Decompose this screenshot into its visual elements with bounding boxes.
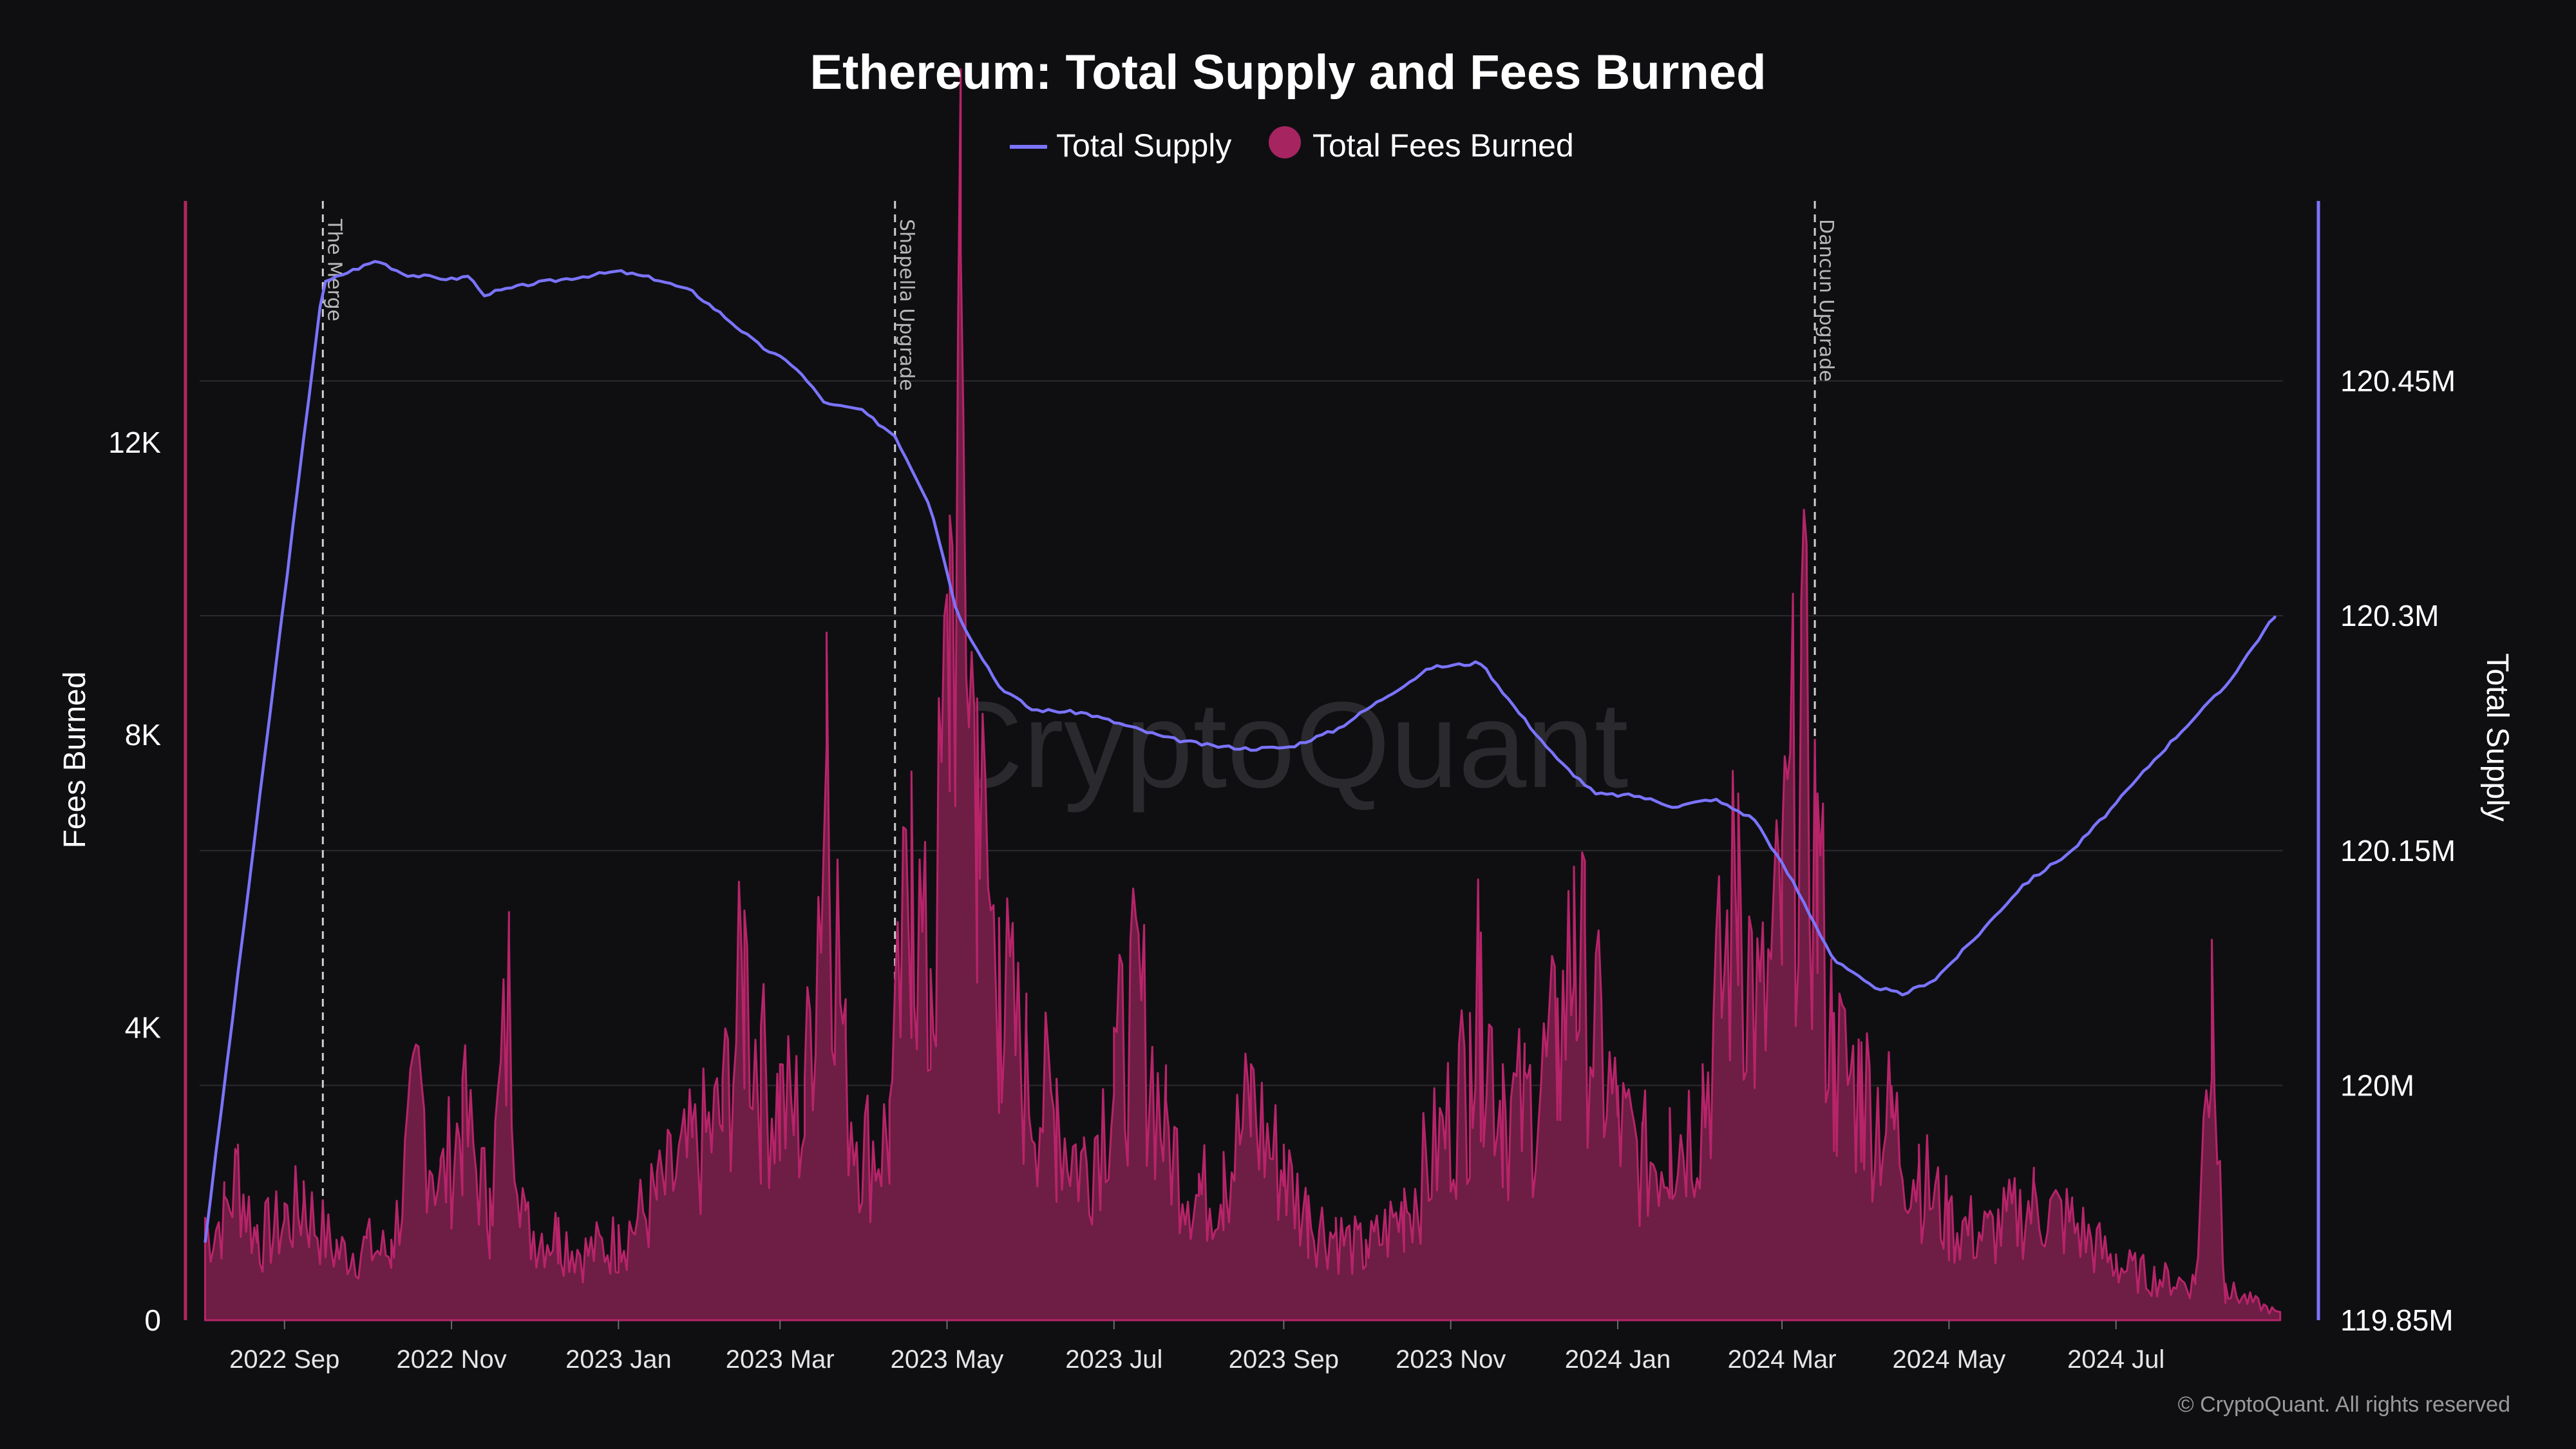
legend-fees-swatch [1269,126,1301,158]
grid [200,380,2283,1086]
x-tick-label: 2024 Jan [1565,1345,1671,1374]
x-tick-label: 2022 Nov [396,1345,506,1374]
x-tick-label: 2023 Jul [1065,1345,1162,1374]
fees-burned-area [204,68,2282,1321]
right-tick-label: 120.3M [2340,599,2439,632]
left-tick-label: 4K [125,1011,162,1045]
x-tick-label: 2023 May [891,1345,1004,1374]
x-tick-label: 2024 Jul [2067,1345,2164,1374]
x-tick-label: 2024 Mar [1728,1345,1837,1374]
right-tick-label: 120.45M [2340,365,2456,398]
right-axis-ticks: 119.85M 120M 120.15M 120.3M 120.45M [2340,365,2456,1337]
legend-supply-label: Total Supply [1056,128,1231,164]
right-tick-label: 120.15M [2340,834,2456,867]
fees-area-layer [204,68,2282,1321]
chart-title: Ethereum: Total Supply and Fees Burned [810,45,1766,100]
event-label: Shapella Upgrade [895,219,918,391]
left-axis-ticks: 0 4K 8K 12K [108,426,161,1337]
x-tick-label: 2022 Sep [229,1345,339,1374]
event-label: Dancun Upgrade [1815,219,1837,382]
event-label: The Merge [323,218,345,321]
x-tick-label: 2024 May [1893,1345,2006,1374]
right-axis-label: Total Supply [2480,653,2514,822]
left-tick-label: 0 [144,1303,161,1337]
x-tick-label: 2023 Mar [726,1345,835,1374]
watermark: CryptoQuant [934,677,1628,813]
copyright-notice: © CryptoQuant. All rights reserved [2178,1392,2510,1417]
x-tick-label: 2023 Jan [565,1345,672,1374]
left-axis-label: Fees Burned [58,672,92,849]
legend-fees-label: Total Fees Burned [1312,128,1574,164]
x-axis-ticks: 2022 Sep 2022 Nov 2023 Jan 2023 Mar 2023 May… [229,1320,2164,1374]
right-tick-label: 120M [2340,1068,2414,1102]
right-tick-label: 119.85M [2340,1303,2454,1337]
x-tick-label: 2023 Sep [1229,1345,1339,1374]
total-supply-line [204,260,2277,1243]
x-tick-label: 2023 Nov [1396,1345,1506,1374]
legend: Total Supply Total Fees Burned [1010,126,1574,164]
left-tick-label: 8K [125,718,162,752]
left-tick-label: 12K [108,426,161,459]
supply-line-layer [204,260,2277,1243]
